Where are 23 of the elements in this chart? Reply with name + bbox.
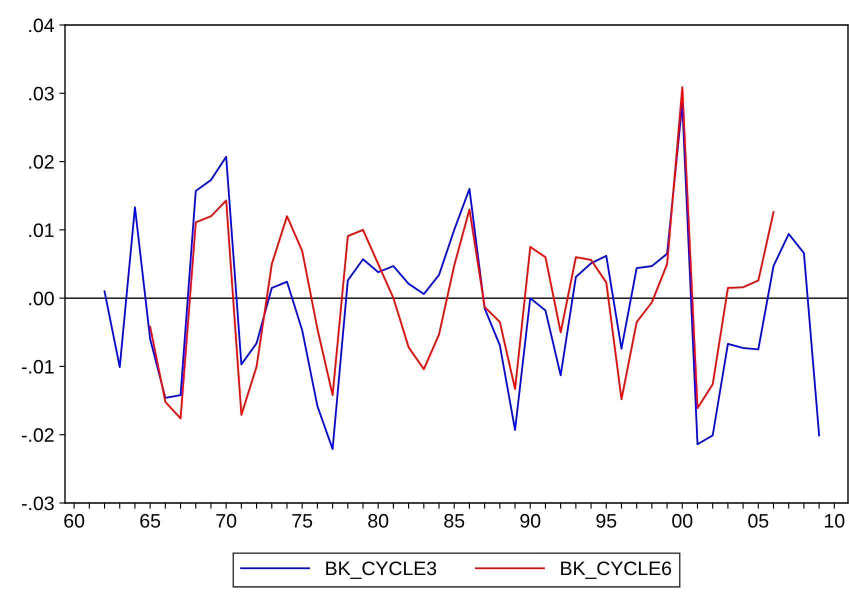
x-tick-label: 90 xyxy=(520,514,540,528)
y-tick-label: .04 xyxy=(29,18,54,32)
x-tick-label: 05 xyxy=(748,514,768,528)
line-series xyxy=(149,86,774,420)
x-tick-label: 75 xyxy=(292,514,312,528)
y-tick-label: -.03 xyxy=(22,496,54,510)
x-tick-label: 00 xyxy=(672,514,692,528)
y-tick-label: .03 xyxy=(29,86,54,101)
legend-label: BK_CYCLE6 xyxy=(561,561,672,579)
x-tick-label: 80 xyxy=(368,514,388,528)
x-tick-label: 10 xyxy=(824,514,844,528)
y-tick-label: .01 xyxy=(29,223,54,238)
y-tick-label: -.02 xyxy=(22,428,54,442)
x-tick-label: 85 xyxy=(444,514,464,528)
x-tick-label: 60 xyxy=(64,514,84,528)
y-tick-label: .02 xyxy=(29,155,54,169)
y-tick-label: .00 xyxy=(29,292,54,306)
line-series xyxy=(104,102,820,450)
legend-label: BK_CYCLE3 xyxy=(326,561,436,579)
x-tick-label: 95 xyxy=(596,514,616,528)
y-tick-label: -.01 xyxy=(22,360,54,374)
x-tick-label: 70 xyxy=(216,514,236,528)
x-tick-label: 65 xyxy=(140,514,160,528)
